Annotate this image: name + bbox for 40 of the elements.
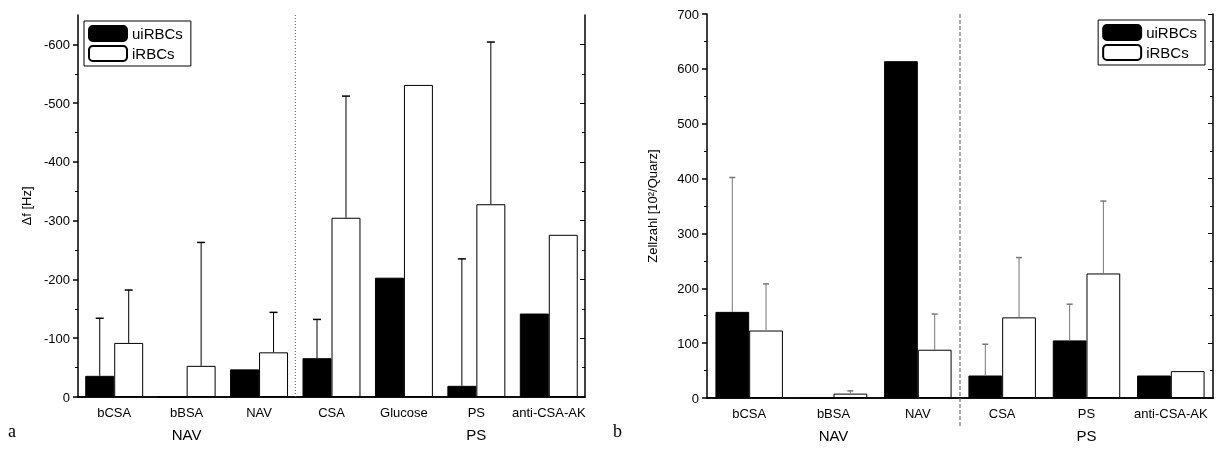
x-tick-label: PS: [467, 405, 486, 420]
y-tick-label: -100: [43, 330, 70, 346]
y-axis-title: Δf [Hz]: [19, 186, 35, 226]
y-tick-label: 0: [691, 390, 699, 406]
y-tick-label: -200: [43, 271, 70, 287]
x-tick-label: bCSA: [732, 406, 767, 421]
text: PS: [466, 426, 487, 443]
y-tick-label: 600: [677, 61, 699, 77]
legend-label: iRBCs: [132, 45, 175, 62]
x-tick-label: bCSA: [97, 405, 132, 420]
y-tick-label: -300: [43, 213, 70, 229]
text: NAV: [171, 426, 202, 443]
x-tick-label: anti-CSA-AK: [511, 405, 586, 420]
x-tick-label: CSA: [318, 405, 346, 420]
y-tick-label: 500: [677, 116, 699, 132]
y-tick-label: 300: [677, 225, 699, 241]
y-tick-label: 0: [62, 389, 70, 405]
text: b: [613, 421, 622, 441]
legend-label: uiRBCs: [1146, 24, 1198, 41]
x-tick-label: NAV: [904, 406, 932, 421]
x-tick-label: NAV: [246, 405, 273, 420]
x-tick-label: bBSA: [816, 406, 851, 421]
text: a: [8, 421, 16, 441]
text: NAV: [818, 427, 849, 444]
y-tick-label: 200: [677, 280, 699, 296]
text: PS: [1076, 427, 1097, 444]
x-tick-label: anti-CSA-AK: [1133, 406, 1208, 421]
y-tick-label: 700: [677, 6, 699, 22]
y-tick-label: -400: [43, 154, 70, 170]
y-tick-label: -500: [43, 95, 70, 111]
x-tick-label: PS: [1077, 406, 1096, 421]
x-tick-label: CSA: [988, 406, 1016, 421]
legend-label: uiRBCs: [132, 25, 183, 42]
y-tick-label: 100: [677, 335, 699, 351]
legend-label: iRBCs: [1146, 44, 1189, 61]
x-tick-label: Glucose: [380, 405, 428, 420]
y-axis-title: Zellzahl [10²/Quarz]: [645, 149, 660, 263]
y-tick-label: 400: [677, 171, 699, 187]
y-tick-label: -600: [43, 36, 70, 52]
x-tick-label: bBSA: [170, 405, 204, 420]
